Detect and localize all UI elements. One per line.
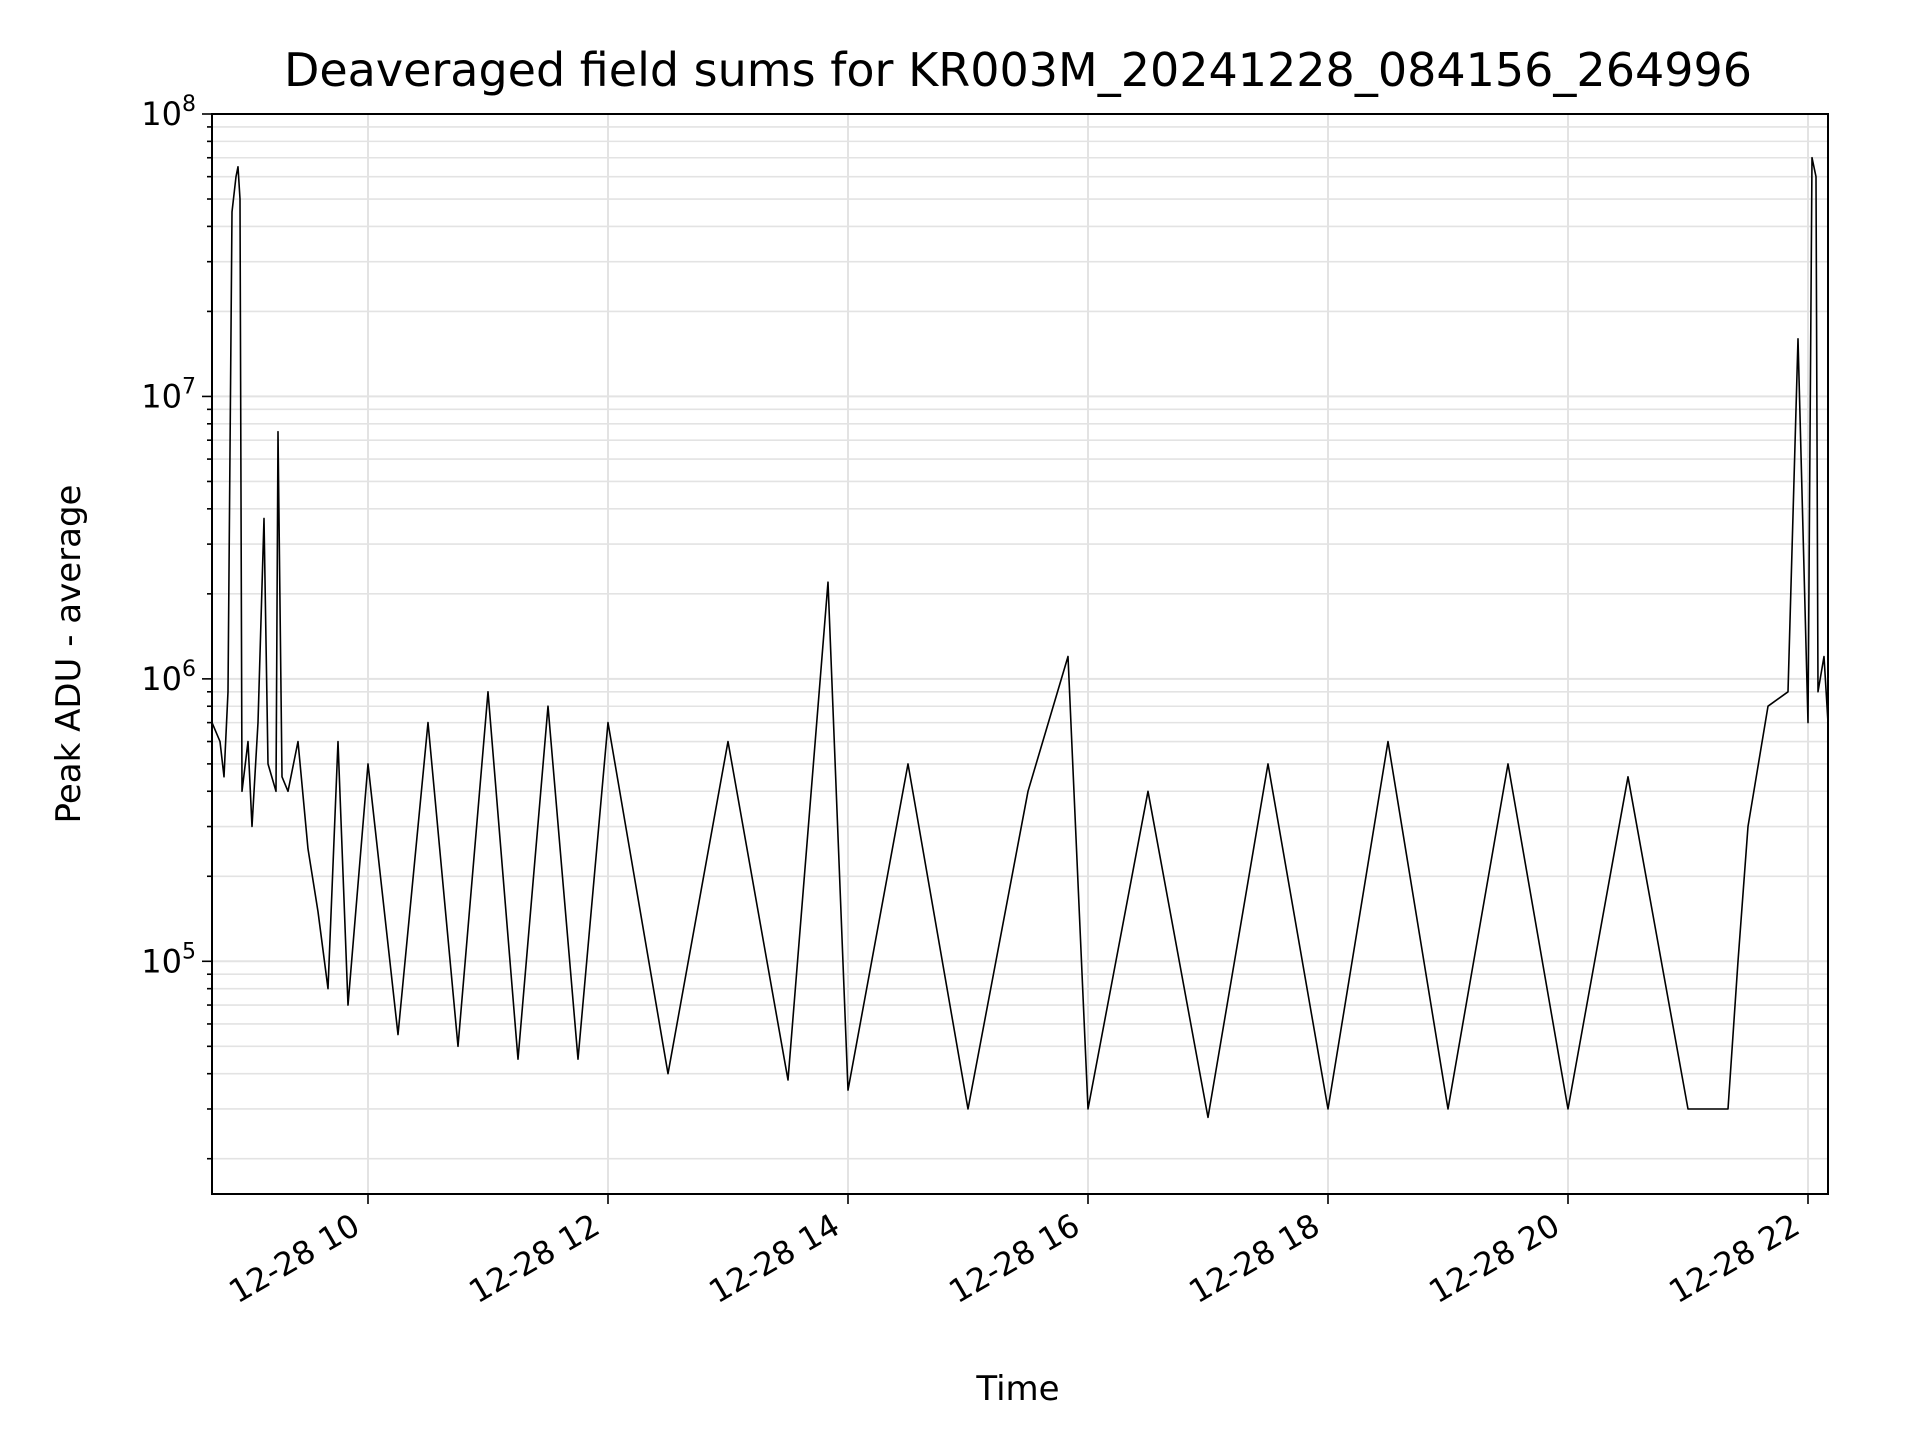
y-axis-label: Peak ADU - average bbox=[49, 485, 89, 824]
y-tick-label: 108 bbox=[141, 92, 196, 133]
y-tick-label: 106 bbox=[141, 657, 196, 698]
y-tick-label: 105 bbox=[141, 939, 196, 980]
x-axis-label: Time bbox=[975, 1369, 1059, 1409]
chart-title: Deaveraged field sums for KR003M_2024122… bbox=[284, 43, 1752, 97]
line-layer bbox=[211, 156, 1829, 1119]
plot-frame bbox=[211, 113, 1829, 1195]
grid-layer bbox=[212, 113, 1828, 1194]
y-tick-label: 107 bbox=[141, 374, 196, 415]
series-line bbox=[211, 156, 1829, 1119]
